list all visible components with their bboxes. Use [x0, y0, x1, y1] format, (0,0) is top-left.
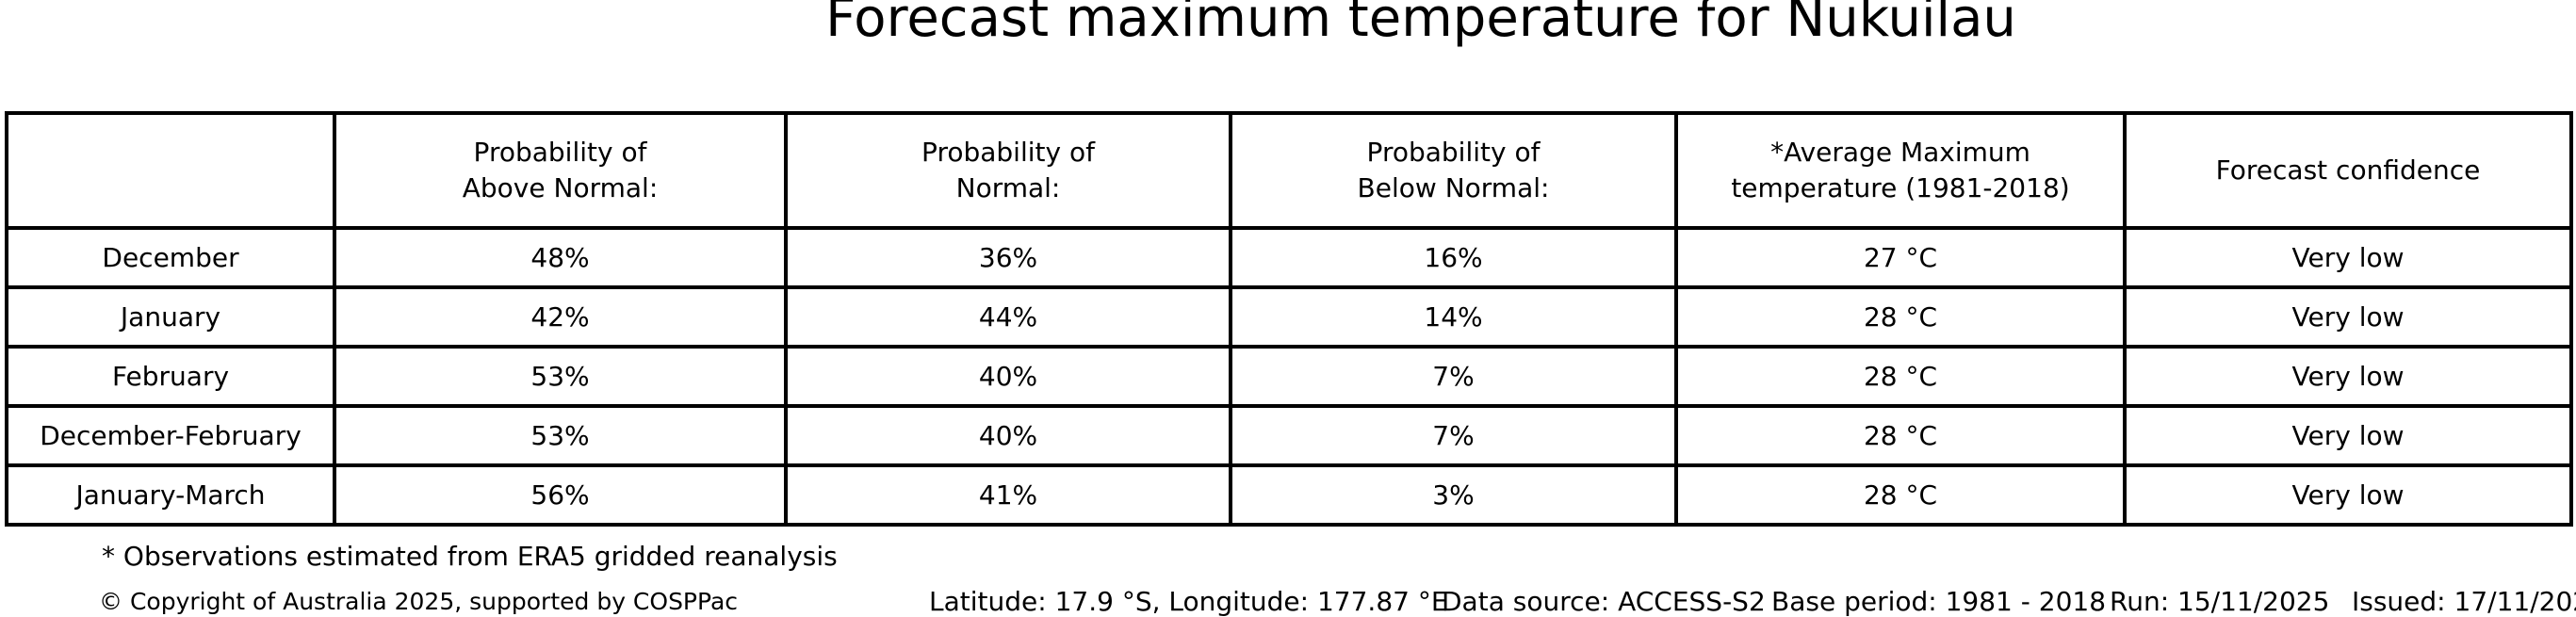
col-header-line: Above Normal: — [462, 172, 659, 203]
data-source-text: Data source: ACCESS-S2 — [1442, 586, 1766, 617]
lat-long-text: Latitude: 17.9 °S, Longitude: 177.87 °E — [929, 586, 1448, 617]
table-row-january: January 42% 44% 14% 28 °C Very low — [5, 285, 2573, 349]
cell-avg-temp: 28 °C — [1674, 463, 2127, 527]
cell-normal: 40% — [784, 345, 1232, 408]
cell-below-normal: 7% — [1229, 404, 1678, 467]
table-row-december-february: December-February 53% 40% 7% 28 °C Very … — [5, 404, 2573, 467]
table-row-january-march: January-March 56% 41% 3% 28 °C Very low — [5, 463, 2573, 527]
cell-confidence: Very low — [2123, 345, 2573, 408]
row-label: January — [5, 285, 336, 349]
cell-avg-temp: 27 °C — [1674, 226, 2127, 289]
table-header-row: Probability of Above Normal: Probability… — [5, 111, 2573, 230]
cell-above-normal: 42% — [333, 285, 788, 349]
cell-below-normal: 3% — [1229, 463, 1678, 527]
col-header-forecast-confidence: Forecast confidence — [2123, 111, 2573, 230]
col-header-above-normal: Probability of Above Normal: — [333, 111, 788, 230]
cell-above-normal: 53% — [333, 345, 788, 408]
forecast-table: Probability of Above Normal: Probability… — [5, 111, 2573, 527]
cell-above-normal: 48% — [333, 226, 788, 289]
cell-normal: 44% — [784, 285, 1232, 349]
cell-below-normal: 7% — [1229, 345, 1678, 408]
col-header-line: Probability of — [1366, 137, 1541, 168]
run-date-text: Run: 15/11/2025 — [2110, 586, 2330, 617]
cell-below-normal: 14% — [1229, 285, 1678, 349]
row-label: December-February — [5, 404, 336, 467]
copyright-text: © Copyright of Australia 2025, supported… — [99, 588, 739, 615]
issued-date-text: Issued: 17/11/2025 — [2352, 586, 2576, 617]
table-row-february: February 53% 40% 7% 28 °C Very low — [5, 345, 2573, 408]
col-header-line: Probability of — [473, 137, 647, 168]
table-row-december: December 48% 36% 16% 27 °C Very low — [5, 226, 2573, 289]
cell-normal: 40% — [784, 404, 1232, 467]
cell-confidence: Very low — [2123, 404, 2573, 467]
col-header-line: temperature (1981-2018) — [1731, 172, 2070, 203]
observations-footnote: * Observations estimated from ERA5 gridd… — [102, 541, 838, 572]
col-header-line: Below Normal: — [1357, 172, 1550, 203]
row-label: January-March — [5, 463, 336, 527]
col-header-average-max-temp: *Average Maximum temperature (1981-2018) — [1674, 111, 2127, 230]
cell-above-normal: 56% — [333, 463, 788, 527]
col-header-line: Normal: — [955, 172, 1061, 203]
col-header-normal: Probability of Normal: — [784, 111, 1232, 230]
page-title: Forecast maximum temperature for Nukuila… — [825, 0, 2016, 49]
cell-avg-temp: 28 °C — [1674, 345, 2127, 408]
cell-avg-temp: 28 °C — [1674, 404, 2127, 467]
col-header-line: Probability of — [921, 137, 1095, 168]
cell-normal: 36% — [784, 226, 1232, 289]
col-header-below-normal: Probability of Below Normal: — [1229, 111, 1678, 230]
table-corner-blank — [5, 111, 336, 230]
cell-avg-temp: 28 °C — [1674, 285, 2127, 349]
base-period-text: Base period: 1981 - 2018 — [1771, 586, 2107, 617]
cell-above-normal: 53% — [333, 404, 788, 467]
cell-confidence: Very low — [2123, 226, 2573, 289]
cell-normal: 41% — [784, 463, 1232, 527]
cell-confidence: Very low — [2123, 463, 2573, 527]
row-label: December — [5, 226, 336, 289]
col-header-line: Forecast confidence — [2215, 154, 2481, 186]
cell-below-normal: 16% — [1229, 226, 1678, 289]
cell-confidence: Very low — [2123, 285, 2573, 349]
col-header-line: *Average Maximum — [1770, 137, 2030, 168]
row-label: February — [5, 345, 336, 408]
